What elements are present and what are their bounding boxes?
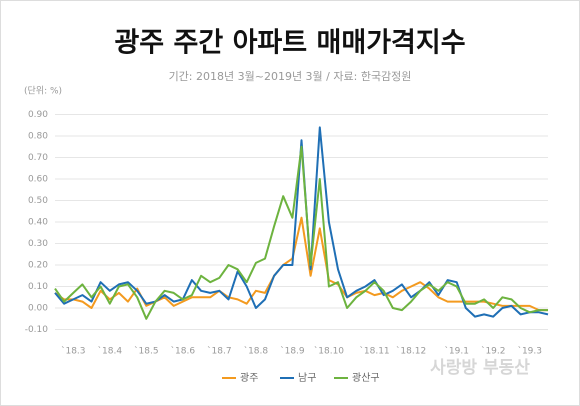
x-tick-label: `18.11: [359, 346, 389, 357]
x-tick-label: `18.7: [207, 346, 232, 357]
x-tick-label: `18.6: [171, 346, 196, 357]
x-tick-label: `18.8: [244, 346, 269, 357]
y-tick-label: 0.90: [28, 110, 48, 120]
y-tick-label: 0.80: [28, 132, 48, 142]
y-tick-label: 0.50: [28, 196, 48, 206]
legend-label: 남구: [298, 372, 316, 384]
chart-title: 광주 주간 아파트 매매가격지수: [114, 28, 465, 59]
x-tick-label: `19.1: [444, 346, 469, 357]
watermark: 사랑방 부동산: [430, 358, 530, 378]
x-tick-label: `18.4: [98, 346, 123, 357]
x-tick-label: `18.5: [134, 346, 159, 357]
y-tick-label: 0.30: [28, 239, 48, 249]
x-tick-label: `18.12: [396, 346, 426, 357]
y-tick-label: 0.00: [28, 304, 48, 314]
y-tick-label: 0.20: [28, 261, 48, 271]
y-tick-label: 0.40: [28, 218, 48, 228]
x-tick-label: `19.2: [481, 346, 506, 357]
chart-subtitle: 기간: 2018년 3월~2019년 3월 / 자료: 한국감정원: [169, 70, 412, 83]
x-tick-label: `18.9: [280, 346, 305, 357]
y-tick-label: 0.10: [28, 282, 48, 292]
x-tick-label: `18.10: [314, 346, 345, 357]
legend-label: 광산구: [352, 372, 380, 384]
legend-label: 광주: [240, 372, 258, 384]
x-tick-label: `18.3: [61, 346, 86, 357]
y-tick-label: 0.70: [28, 153, 48, 163]
x-tick-label: `19.3: [517, 346, 542, 357]
y-tick-label: 0.60: [28, 175, 48, 185]
y-tick-label: -0.10: [25, 325, 49, 335]
series-line: [54, 126, 549, 318]
unit-label: (단위: %): [24, 86, 62, 97]
series-line: [54, 145, 548, 320]
